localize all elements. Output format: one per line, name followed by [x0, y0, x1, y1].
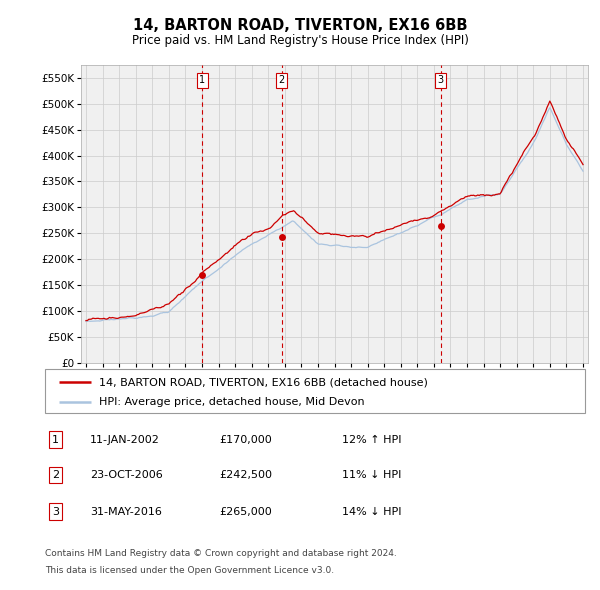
- Text: £265,000: £265,000: [219, 507, 272, 516]
- Text: Contains HM Land Registry data © Crown copyright and database right 2024.: Contains HM Land Registry data © Crown c…: [45, 549, 397, 558]
- FancyBboxPatch shape: [45, 369, 585, 413]
- Text: 31-MAY-2016: 31-MAY-2016: [90, 507, 162, 516]
- Text: 3: 3: [437, 76, 444, 86]
- Text: 1: 1: [52, 435, 59, 444]
- Text: This data is licensed under the Open Government Licence v3.0.: This data is licensed under the Open Gov…: [45, 566, 334, 575]
- Text: £170,000: £170,000: [219, 435, 272, 444]
- Text: HPI: Average price, detached house, Mid Devon: HPI: Average price, detached house, Mid …: [99, 397, 365, 407]
- Text: 11% ↓ HPI: 11% ↓ HPI: [342, 470, 401, 480]
- Text: 2: 2: [278, 76, 285, 86]
- Text: 1: 1: [199, 76, 206, 86]
- Text: 12% ↑ HPI: 12% ↑ HPI: [342, 435, 401, 444]
- Text: 14, BARTON ROAD, TIVERTON, EX16 6BB (detached house): 14, BARTON ROAD, TIVERTON, EX16 6BB (det…: [99, 377, 428, 387]
- Text: 23-OCT-2006: 23-OCT-2006: [90, 470, 163, 480]
- Text: Price paid vs. HM Land Registry's House Price Index (HPI): Price paid vs. HM Land Registry's House …: [131, 34, 469, 47]
- Text: 2: 2: [52, 470, 59, 480]
- Text: 14, BARTON ROAD, TIVERTON, EX16 6BB: 14, BARTON ROAD, TIVERTON, EX16 6BB: [133, 18, 467, 32]
- Text: 14% ↓ HPI: 14% ↓ HPI: [342, 507, 401, 516]
- Text: £242,500: £242,500: [219, 470, 272, 480]
- Text: 3: 3: [52, 507, 59, 516]
- Text: 11-JAN-2002: 11-JAN-2002: [90, 435, 160, 444]
